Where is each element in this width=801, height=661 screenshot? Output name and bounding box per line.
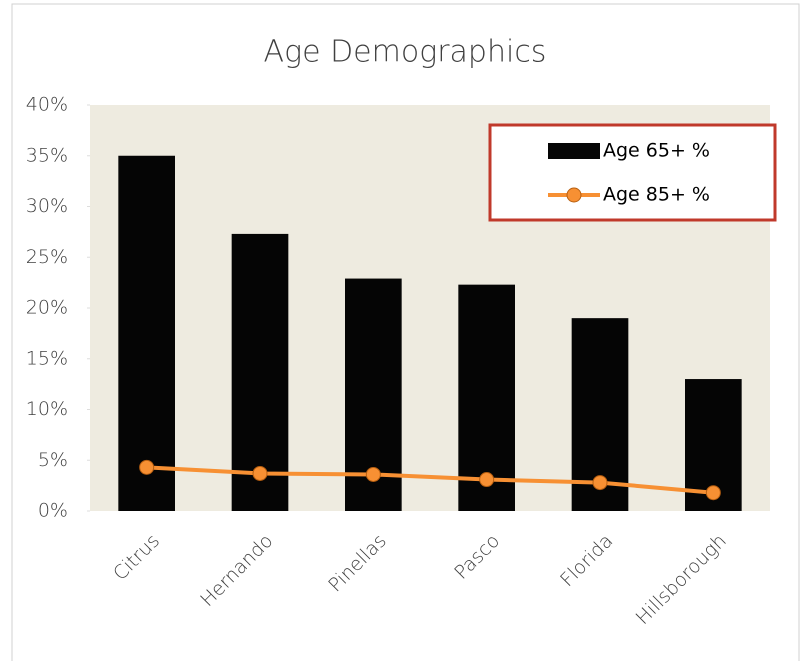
y-tick-label: 35%: [26, 144, 68, 166]
legend-box: [488, 123, 777, 222]
bar: [118, 155, 175, 511]
line-marker: [365, 466, 381, 482]
bar: [231, 233, 289, 511]
legend-label: Age 85+ %: [603, 184, 710, 206]
line-marker: [252, 465, 268, 481]
line-marker: [479, 472, 495, 488]
y-tick-label: 25%: [26, 246, 68, 268]
y-tick-label: 30%: [26, 195, 68, 217]
y-tick-label: 15%: [26, 347, 68, 369]
legend-swatch: [548, 143, 600, 159]
line-marker: [592, 475, 608, 491]
line-marker: [139, 459, 155, 475]
y-tick-label: 40%: [26, 94, 68, 116]
y-tick-label: 20%: [26, 297, 68, 319]
legend-label: Age 65+ %: [603, 140, 710, 162]
y-tick-label: 0%: [38, 500, 68, 522]
legend-marker: [566, 187, 582, 203]
y-tick-label: 5%: [38, 449, 68, 471]
y-tick-label: 10%: [26, 398, 68, 420]
chart-title: Age Demographics: [264, 35, 547, 70]
line-marker: [705, 485, 721, 501]
line: [146, 465, 714, 495]
